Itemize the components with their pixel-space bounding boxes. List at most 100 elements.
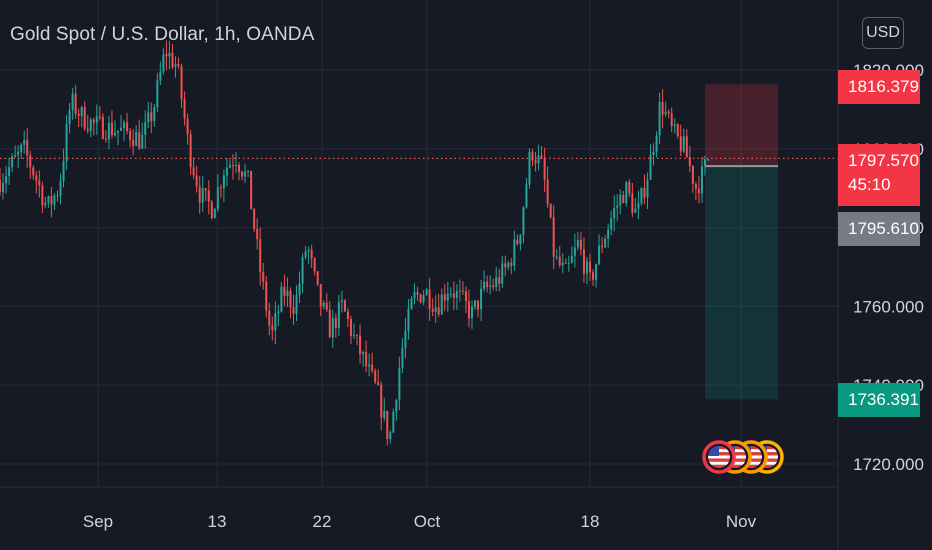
candle-body <box>265 281 268 311</box>
candle-body <box>20 144 23 152</box>
candle-body <box>601 245 604 248</box>
candle-body <box>395 400 398 412</box>
candle-body <box>540 155 543 158</box>
candle-body <box>371 364 374 371</box>
candle-body <box>419 294 422 303</box>
candle-body <box>289 290 292 308</box>
candle-body <box>180 66 183 100</box>
candle-body <box>643 188 646 198</box>
candle-body <box>340 300 343 303</box>
candle-body <box>495 277 498 288</box>
candle-body <box>422 294 425 303</box>
candle-body <box>195 175 198 187</box>
candle-body <box>410 298 413 309</box>
candle-body <box>56 195 59 197</box>
candle-body <box>165 54 168 57</box>
candle-body <box>283 286 286 296</box>
candle-body <box>483 281 486 289</box>
candle-body <box>53 195 56 205</box>
candle-body <box>147 112 150 123</box>
candle-body <box>628 182 631 194</box>
candle-body <box>365 351 368 367</box>
candle-body <box>374 370 377 383</box>
candle-body <box>682 136 685 152</box>
candle-body <box>95 116 98 123</box>
candle-body <box>519 234 522 244</box>
candle-body <box>331 317 334 338</box>
flag-stripe <box>756 464 778 468</box>
candle-body <box>449 293 452 295</box>
candle-body <box>135 132 138 146</box>
candle-body <box>652 151 655 155</box>
candle-body <box>625 182 628 204</box>
flag-stripe <box>756 461 778 465</box>
candle-body <box>622 194 625 204</box>
candle-body <box>153 107 156 122</box>
candle-body <box>104 138 107 140</box>
candle-body <box>646 179 649 198</box>
currency-button[interactable]: USD <box>862 17 904 49</box>
candle-body <box>141 134 144 149</box>
candle-body <box>673 124 676 126</box>
candle-body <box>549 203 552 218</box>
candle-body <box>537 155 540 164</box>
flag-stripe <box>708 461 730 465</box>
candle-body <box>507 262 510 268</box>
us-flag-icon <box>702 440 736 474</box>
candle-body <box>474 300 477 307</box>
candle-body <box>86 128 89 131</box>
candle-body <box>567 262 570 264</box>
candle-body <box>610 218 613 230</box>
candle-body <box>183 99 186 119</box>
x-tick-label: 22 <box>313 512 332 531</box>
candle-body <box>613 207 616 219</box>
candle-body <box>17 151 20 156</box>
candle-body <box>637 203 640 209</box>
candle-body <box>50 196 53 205</box>
candle-body <box>619 194 622 206</box>
candle-body <box>362 351 365 355</box>
candle-body <box>598 245 601 265</box>
candle-body <box>477 300 480 310</box>
candle-body <box>313 258 316 272</box>
candle-body <box>132 139 135 146</box>
candle-body <box>292 307 295 314</box>
candle-body <box>35 175 38 181</box>
candle-body <box>434 307 437 312</box>
candle-body <box>41 185 44 206</box>
candle-body <box>219 187 222 189</box>
candle-body <box>62 161 65 182</box>
candle-body <box>356 334 359 336</box>
bar-countdown: 45:10 <box>848 175 891 194</box>
candle-body <box>697 188 700 194</box>
candle-body <box>707 159 709 161</box>
candle-body <box>555 256 558 258</box>
candle-body <box>120 127 123 131</box>
candle-body <box>198 186 201 203</box>
candle-body <box>585 261 588 274</box>
candle-body <box>319 284 322 307</box>
stop-loss-zone <box>705 84 778 167</box>
candle-body <box>80 107 83 117</box>
candle-body <box>604 238 607 248</box>
candle-body <box>664 111 667 115</box>
candle-body <box>159 71 162 81</box>
candle-body <box>428 289 431 309</box>
candle-body <box>595 264 598 280</box>
candle-body <box>238 164 241 172</box>
candle-body <box>377 382 380 385</box>
candle-body <box>162 54 165 72</box>
candle-body <box>228 165 231 168</box>
target-price-label: 1736.391 <box>838 383 920 417</box>
candle-body <box>667 111 670 114</box>
candle-body <box>301 257 304 284</box>
candle-body <box>201 188 204 203</box>
candle-body <box>2 183 5 193</box>
candle-body <box>579 239 582 250</box>
candle-body <box>655 135 658 152</box>
candle-body <box>389 432 392 440</box>
candle-body <box>504 263 507 268</box>
candle-body <box>107 122 110 140</box>
candle-body <box>380 384 383 418</box>
